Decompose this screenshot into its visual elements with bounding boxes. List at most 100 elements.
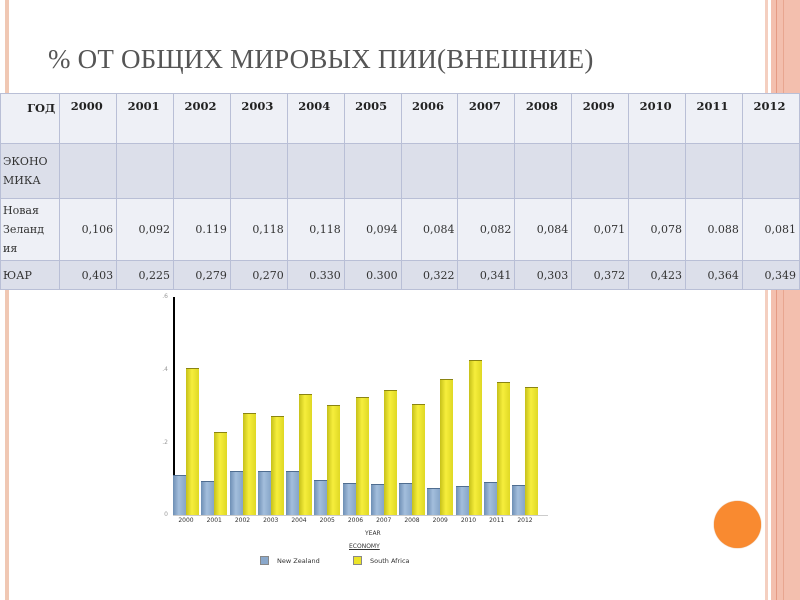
table-cell: 0,341 [457,260,516,290]
x-tick-label: 2012 [517,517,533,524]
table-cell: 0,403 [59,260,118,290]
header-year-cell: 2010 [628,93,687,144]
table-cell: 0,094 [343,198,402,261]
table-cell [685,143,743,199]
table-cell [741,143,800,199]
bar-south-africa-2002 [242,413,256,515]
x-tick-label: 2005 [319,517,335,524]
header-year-cell: 2003 [229,93,288,144]
table-cell: 0,372 [571,260,630,290]
bar-new-zealand-2009 [427,488,441,515]
header-year-cell: 2009 [571,93,630,144]
bar-south-africa-2005 [327,405,341,515]
table-cell: 0,270 [229,260,288,290]
table-cell: 0,071 [571,198,630,261]
bar-south-africa-2004 [299,394,312,515]
legend-label: New Zealand [277,556,320,565]
table-cell [229,143,288,199]
fdi-bar-chart: .6 .4 .2 0 2000 2001 2002 2003 2004 2005 2006 2… [150,290,570,580]
left-decorative-stripe [5,0,9,600]
row-label-line: ия [3,242,18,255]
table-cell: 0.300 [343,260,402,290]
bar-south-africa-2006 [355,397,369,515]
bar-new-zealand-2000 [173,475,186,515]
header-year-cell: 2006 [400,93,459,144]
x-tick-label: 2007 [376,517,392,524]
table-cell: 0,081 [741,198,800,261]
table-cell: 0,118 [229,198,288,261]
bar-new-zealand-2008 [399,483,412,515]
legend-item-south-africa: South Africa [353,556,410,565]
x-tick-label: 2008 [404,517,420,524]
y-tick-label: .2 [162,439,168,446]
table-cell [571,143,630,199]
table-cell [173,143,231,199]
row-label-line: ЭКОНО [3,155,48,168]
y-tick-label: 0 [164,511,168,518]
bar-new-zealand-2012 [512,485,525,515]
bar-south-africa-2008 [412,404,425,515]
bar-south-africa-2009 [440,379,454,515]
table-cell: 0,084 [514,198,573,261]
table-cell: 0,279 [173,260,231,290]
right-decorative-stripes [765,0,800,600]
bar-south-africa-2000 [186,368,199,515]
bar-new-zealand-2002 [229,471,243,515]
y-tick-label: .4 [162,366,168,373]
bar-new-zealand-2011 [483,482,497,515]
row-label: Новая Зеланд ия [0,198,61,261]
row-label-line: ЮАР [3,268,32,282]
slide-title: % ОТ ОБЩИХ МИРОВЫХ ПИИ(ВНЕШНИЕ) [48,44,594,74]
bar-south-africa-2003 [270,416,284,515]
row-south-africa: ЮАР 0,403 0,225 0,279 0,270 0.330 0.300 0,322 0,… [0,260,800,290]
table-cell: 0,106 [59,198,118,261]
table-cell: 0,303 [514,260,573,290]
table-cell: 0.119 [173,198,231,261]
bar-south-africa-2012 [525,387,538,515]
row-label-line: МИКА [3,174,41,187]
header-year-label: ГОД [0,93,61,144]
table-cell: 0,423 [628,260,687,290]
table-cell: 0,225 [116,260,175,290]
table-cell [514,143,573,199]
table-cell [457,143,516,199]
y-tick-label: .6 [162,293,168,300]
header-year-cell: 2008 [514,93,573,144]
decorative-orange-circle [714,501,761,548]
bar-south-africa-2010 [468,360,482,515]
bar-south-africa-2007 [383,390,397,515]
header-year-cell: 2012 [741,93,800,144]
x-tick-label: 2004 [291,517,307,524]
bar-south-africa-2001 [214,432,228,515]
table-cell: 0,349 [741,260,800,290]
plot-area [173,297,548,515]
table-cell [59,143,118,199]
table-cell: 0,078 [628,198,687,261]
header-year-cell: 2000 [59,93,118,144]
header-year-cell: 2005 [343,93,402,144]
bar-new-zealand-2001 [201,481,215,515]
header-year-cell: 2002 [173,93,231,144]
fdi-data-table: ГОД 2000 2001 2002 2003 2004 2005 2006 2007 2008 2… [0,93,800,290]
row-economy: ЭКОНО МИКА [0,143,800,199]
x-axis-title: YEAR [365,530,381,537]
legend-title: ECONOMY [349,543,380,550]
row-label: ЭКОНО МИКА [0,143,61,199]
bar-new-zealand-2007 [370,484,384,515]
table-cell: 0,322 [400,260,459,290]
table-header-row: ГОД 2000 2001 2002 2003 2004 2005 2006 2007 2008 2… [0,93,800,144]
bar-new-zealand-2010 [455,486,469,515]
x-tick-label: 2001 [206,517,222,524]
x-tick-label: 2010 [460,517,477,524]
table-cell [286,143,345,199]
legend-swatch-new-zealand [260,556,269,565]
x-tick-label: 2006 [347,517,364,524]
table-cell: 0,364 [685,260,743,290]
table-cell [116,143,175,199]
x-tick-label: 2000 [178,517,194,524]
legend-swatch-south-africa [353,556,362,565]
x-tick-label: 2011 [489,517,505,524]
y-axis [173,297,175,515]
legend-label: South Africa [370,556,410,565]
row-label-line: Новая [3,204,39,217]
